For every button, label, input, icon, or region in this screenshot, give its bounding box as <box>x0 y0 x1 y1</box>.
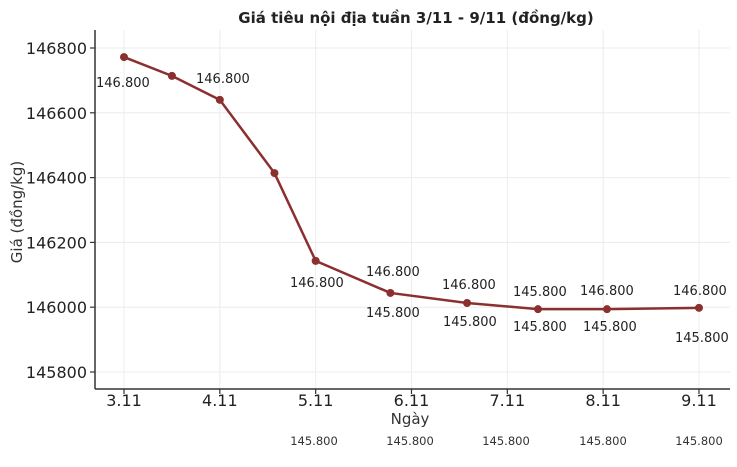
y-tick-label: 146800 <box>26 39 87 58</box>
y-tick-label: 146400 <box>26 169 87 188</box>
axes <box>94 30 730 390</box>
data-label: 146.800 <box>290 276 344 291</box>
data-label: 145.800 <box>513 320 567 335</box>
data-label: 145.800 <box>443 315 497 330</box>
data-point-marker <box>167 71 176 80</box>
data-label: 145.800 <box>366 306 420 321</box>
price-series <box>120 53 703 314</box>
x-tick-label: 5.11 <box>298 391 334 410</box>
footer-label: 145.800 <box>386 434 434 448</box>
data-point-marker <box>533 305 542 314</box>
y-tick-label: 146600 <box>26 104 87 123</box>
y-tick-label: 146200 <box>26 233 87 252</box>
x-tick-label: 9.11 <box>681 391 717 410</box>
data-label: 146.800 <box>580 284 634 299</box>
data-point-marker <box>694 303 703 312</box>
footer-label: 145.800 <box>290 434 338 448</box>
x-tick-label: 7.11 <box>490 391 526 410</box>
data-label: 145.800 <box>583 320 637 335</box>
x-axis-label: Ngày <box>391 410 430 428</box>
data-label: 146.800 <box>673 284 727 299</box>
data-point-marker <box>311 256 320 265</box>
data-point-marker <box>270 169 279 178</box>
data-point-marker <box>215 95 224 104</box>
data-label: 146.800 <box>96 76 150 91</box>
y-axis-label: Giá (đồng/kg) <box>8 161 26 263</box>
x-tick-label: 4.11 <box>202 391 238 410</box>
footer-labels: 145.800 145.800 145.800 145.800 145.800 <box>290 434 723 448</box>
x-tick-label: 3.11 <box>106 391 142 410</box>
data-point-marker <box>386 288 395 297</box>
y-tick-label: 146000 <box>26 298 87 317</box>
data-label: 145.800 <box>675 331 729 346</box>
data-point-marker <box>463 298 472 307</box>
footer-label: 145.800 <box>482 434 530 448</box>
x-tick-label: 6.11 <box>394 391 430 410</box>
data-label: 146.800 <box>196 72 250 87</box>
x-tick-label: 8.11 <box>585 391 621 410</box>
data-labels: 146.800 146.800 146.800 146.800 145.800 146.8… <box>96 72 729 346</box>
data-point-marker <box>602 305 611 314</box>
footer-label: 145.800 <box>675 434 723 448</box>
x-axis-ticks: 3.11 4.11 5.11 6.11 7.11 8.11 9.11 <box>106 389 717 410</box>
price-line <box>123 55 699 311</box>
data-label: 146.800 <box>442 278 496 293</box>
y-axis-ticks: 145800 146000 146200 146400 146600 146800 <box>26 39 95 382</box>
chart-title: Giá tiêu nội địa tuần 3/11 - 9/11 (đồng/… <box>238 8 593 27</box>
data-point-marker <box>120 53 128 62</box>
gridlines <box>95 30 730 389</box>
y-tick-label: 145800 <box>26 363 87 382</box>
footer-label: 145.800 <box>579 434 627 448</box>
data-label: 145.800 <box>513 285 567 300</box>
data-label: 146.800 <box>366 265 420 280</box>
